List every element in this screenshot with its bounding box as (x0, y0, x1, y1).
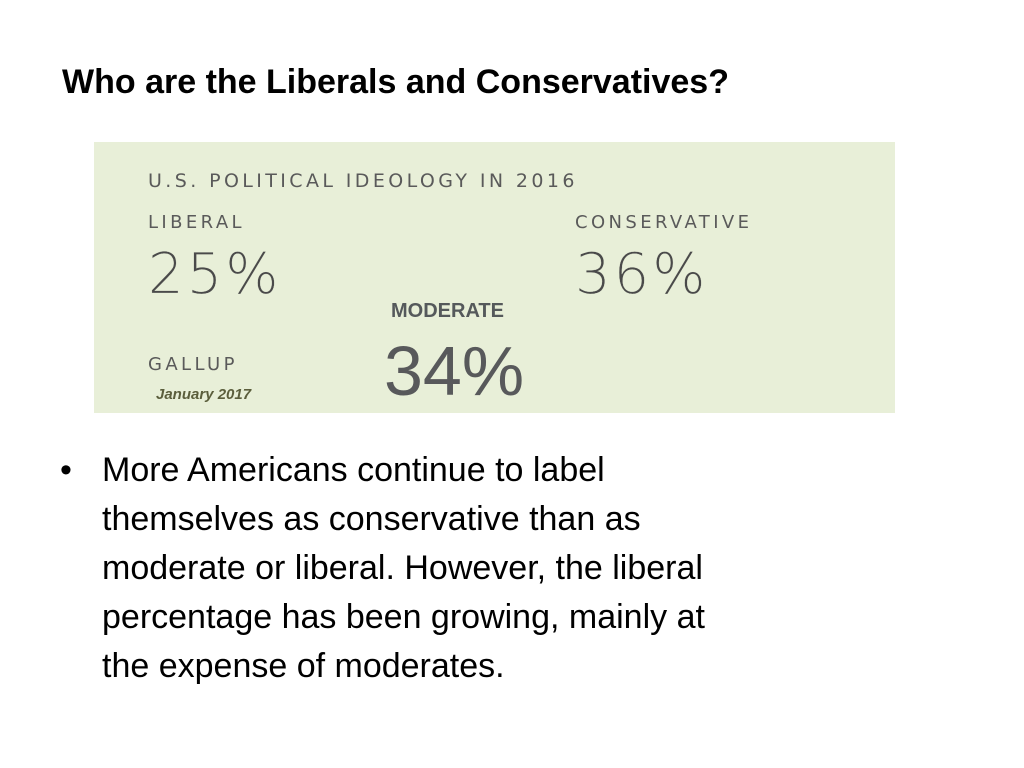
moderate-value: 34% (384, 332, 525, 410)
bullet-marker: • (60, 451, 72, 489)
moderate-label: MODERATE (391, 300, 504, 322)
ideology-infographic: U.S. POLITICAL IDEOLOGY IN 2016 LIBERAL … (94, 142, 895, 413)
conservative-value: 36% (575, 242, 709, 307)
slide-title: Who are the Liberals and Conservatives? (62, 63, 729, 101)
bullet-text-line: percentage has been growing, mainly at (102, 598, 705, 636)
conservative-label: CONSERVATIVE (575, 212, 753, 233)
infographic-heading: U.S. POLITICAL IDEOLOGY IN 2016 (148, 170, 578, 192)
bullet-list: • More Americans continue to label thems… (60, 446, 960, 691)
source-label: GALLUP (148, 354, 238, 375)
liberal-value: 25% (148, 242, 282, 307)
bullet-text-line: the expense of moderates. (102, 647, 505, 685)
bullet-item: • More Americans continue to label thems… (60, 446, 960, 691)
bullet-text-line: moderate or liberal. However, the libera… (102, 549, 703, 587)
bullet-text-line: themselves as conservative than as (102, 500, 641, 538)
source-date: January 2017 (156, 386, 252, 403)
bullet-text-line: More Americans continue to label (102, 451, 605, 489)
liberal-label: LIBERAL (148, 212, 245, 233)
